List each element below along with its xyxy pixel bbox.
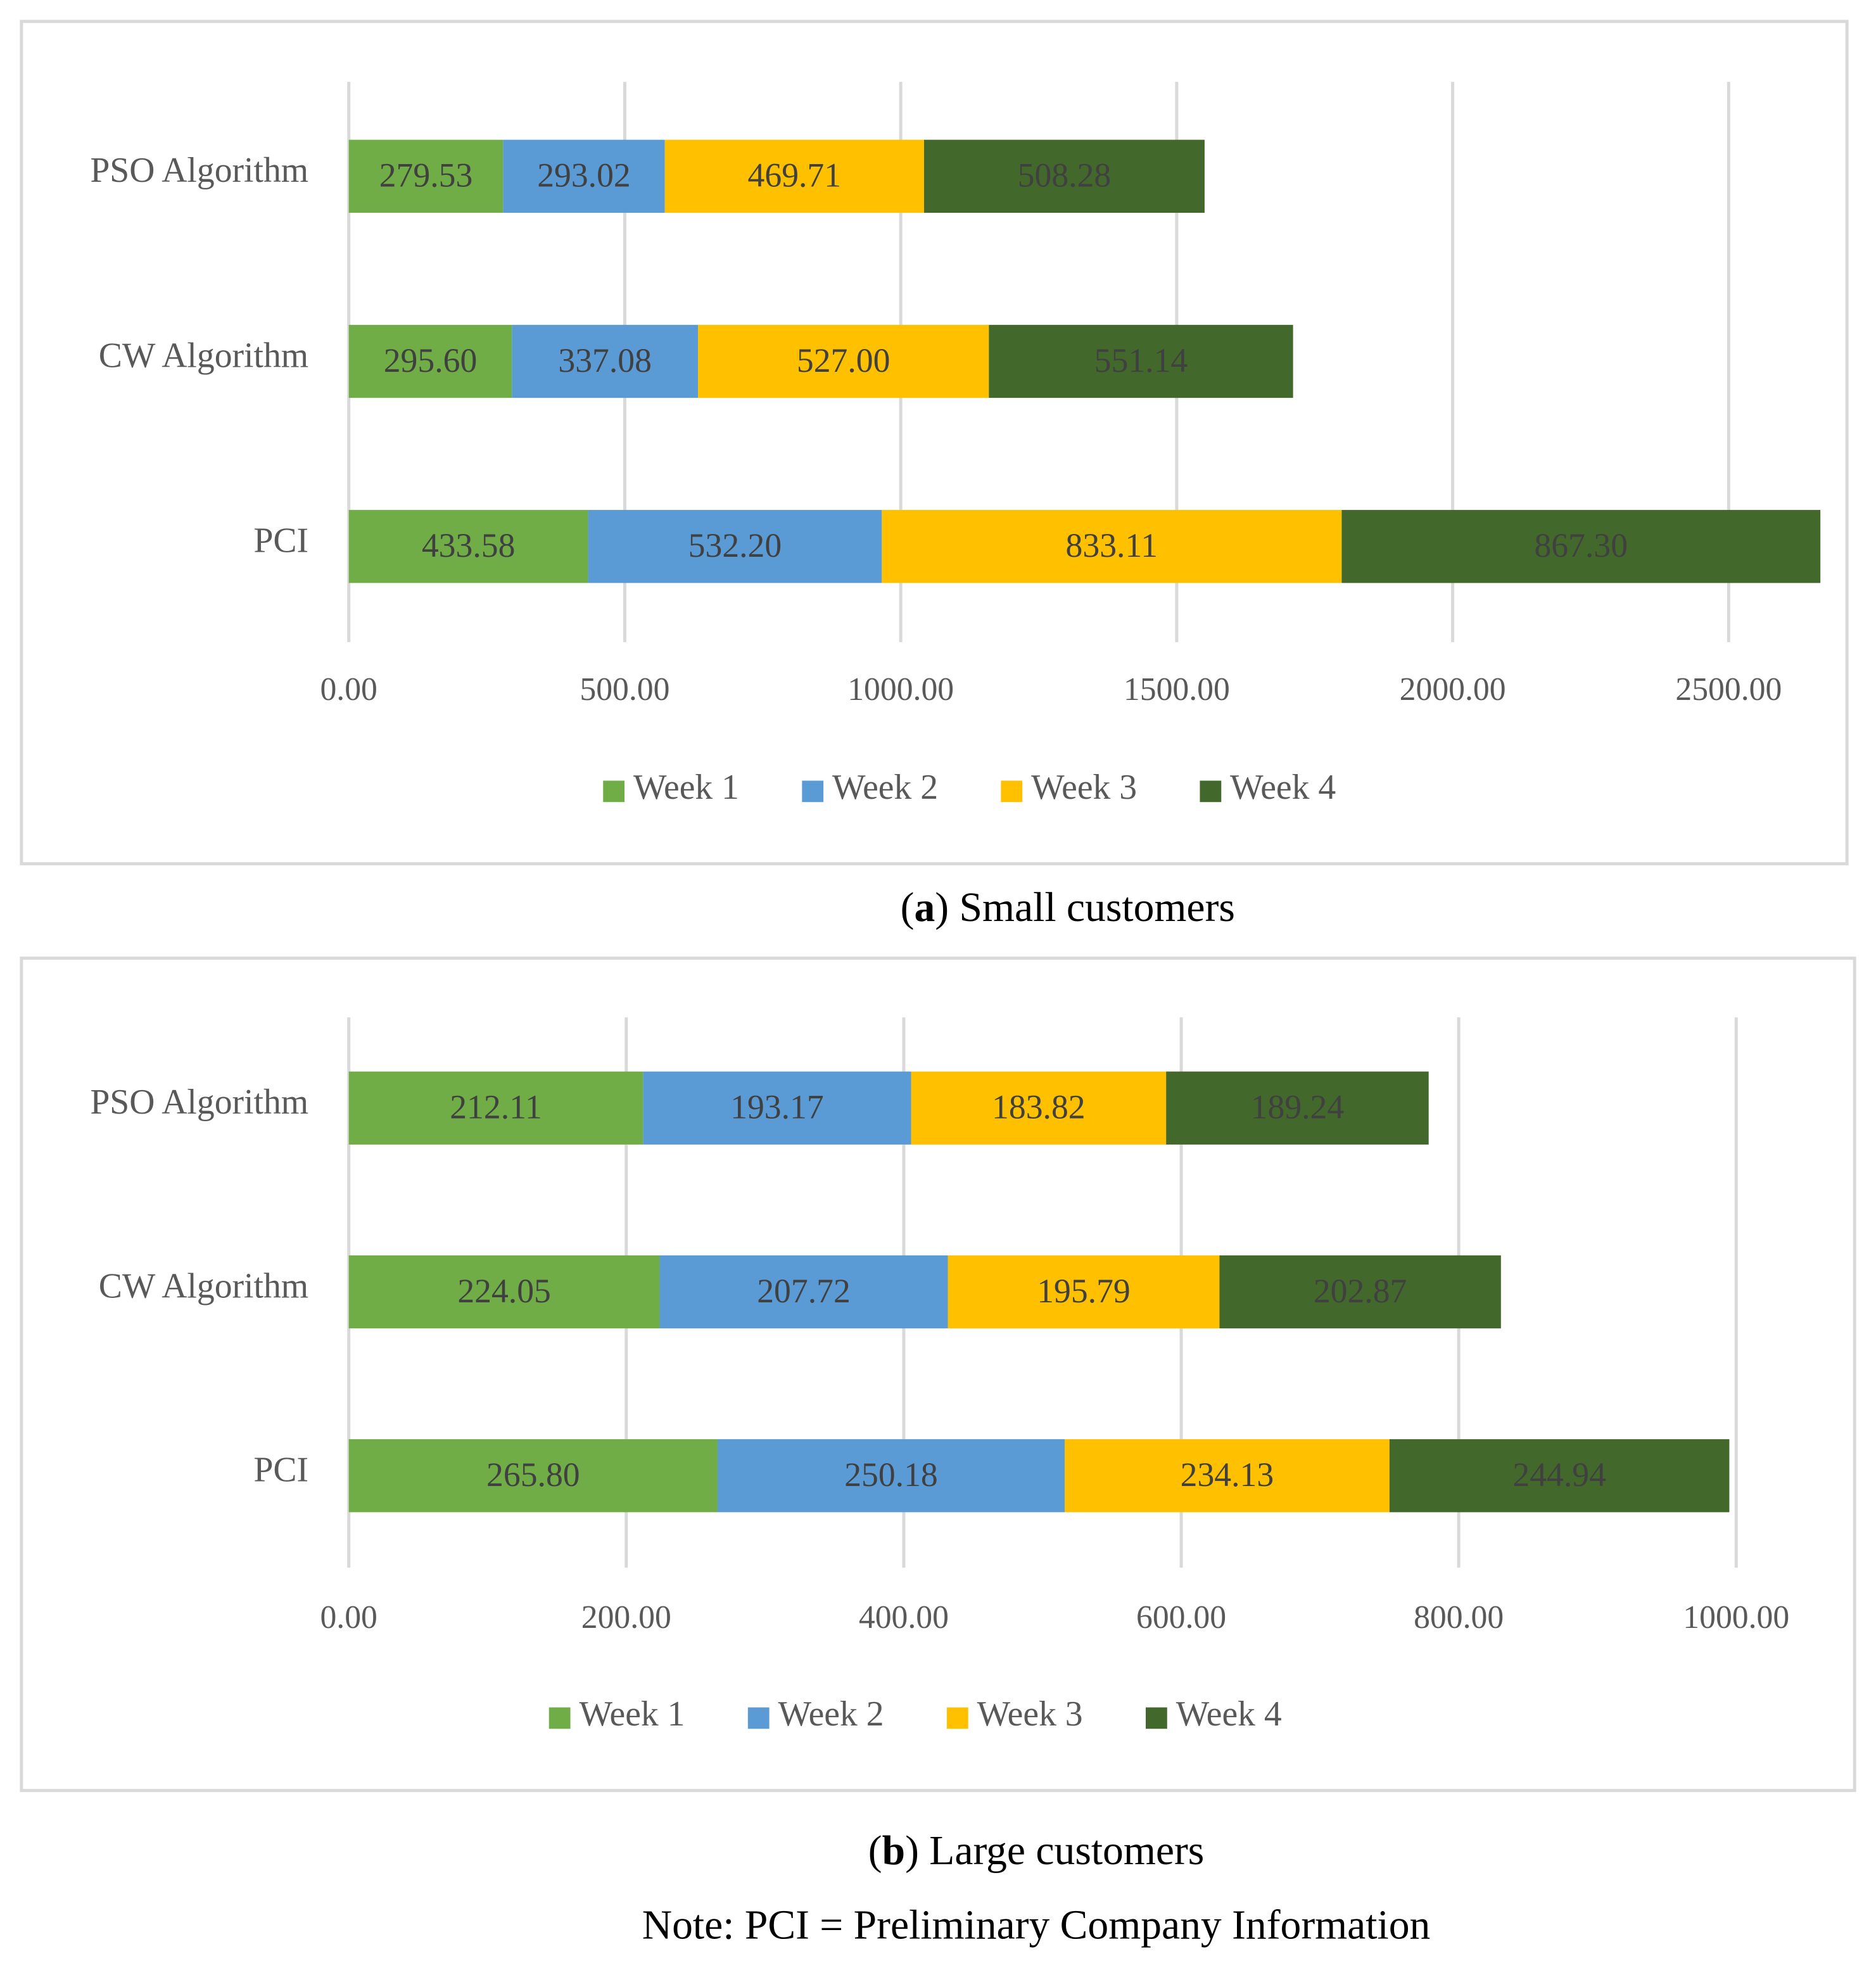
bar-segment: [1219, 1255, 1501, 1329]
caption-part: (: [868, 1828, 882, 1874]
x-tick-label: 1000.00: [847, 671, 954, 708]
caption-part: ) Large customers: [905, 1828, 1204, 1874]
bar-segment: [882, 510, 1342, 583]
y-tick-label: PCI: [253, 521, 308, 561]
bar-label: 265.80: [486, 1456, 580, 1494]
x-tick-label: 400.00: [859, 1599, 949, 1636]
caption: (a) Small customers: [901, 885, 1235, 931]
panel-frame: [20, 20, 1849, 866]
bar-label: 212.11: [450, 1088, 542, 1126]
x-tick-label: 0.00: [320, 1599, 377, 1636]
bar-label: 295.60: [384, 341, 478, 379]
bar-label: 867.30: [1534, 526, 1628, 564]
bar-label: 183.82: [992, 1088, 1086, 1126]
caption: (b) Large customers: [868, 1828, 1205, 1874]
bar-segment: [348, 324, 512, 398]
legend-swatch: [1001, 780, 1023, 803]
x-tick-label: 500.00: [580, 671, 669, 708]
bar-segment: [664, 139, 924, 213]
bar-segment: [717, 1439, 1065, 1513]
bar-label: 250.18: [844, 1456, 938, 1494]
legend-swatch: [548, 1707, 571, 1729]
bar-label: 551.14: [1094, 341, 1188, 379]
x-tick-label: 1500.00: [1124, 671, 1230, 708]
y-tick-label: PSO Algorithm: [90, 1083, 308, 1122]
bar-label: 508.28: [1018, 156, 1112, 194]
bar-segment: [643, 1071, 911, 1145]
bar-label: 195.79: [1037, 1272, 1131, 1310]
bar-label: 202.87: [1314, 1272, 1407, 1310]
legend-swatch: [1145, 1707, 1167, 1729]
bar-segment: [348, 139, 504, 213]
legend-label: Week 3: [1031, 768, 1137, 807]
caption-part: ) Small customers: [935, 885, 1235, 931]
bar-segment: [503, 139, 665, 213]
bar-segment: [659, 1255, 948, 1329]
y-tick-label: CW Algorithm: [99, 336, 308, 375]
bar-label: 189.24: [1251, 1088, 1345, 1126]
bar-label: 207.72: [757, 1272, 851, 1310]
bar-label: 433.58: [422, 526, 516, 564]
bar-segment: [348, 1439, 718, 1513]
x-tick-label: 800.00: [1414, 1599, 1504, 1636]
bar-label: 244.94: [1512, 1456, 1606, 1494]
bar-segment: [989, 324, 1293, 398]
x-tick-label: 600.00: [1136, 1599, 1226, 1636]
legend-label: Week 4: [1230, 768, 1336, 807]
bar-segment: [1389, 1439, 1730, 1513]
bar-segment: [911, 1071, 1167, 1145]
legend-label: Week 3: [977, 1694, 1083, 1734]
bar-segment: [948, 1255, 1220, 1329]
y-tick-label: PSO Algorithm: [90, 151, 308, 190]
legend-label: Week 1: [579, 1694, 685, 1734]
legend-label: Week 4: [1176, 1694, 1282, 1734]
bar-label: 279.53: [379, 156, 473, 194]
bar-segment: [348, 1255, 660, 1329]
caption-part: (: [901, 885, 915, 931]
legend-label: Week 2: [778, 1694, 884, 1734]
bar-segment: [1166, 1071, 1429, 1145]
panel-frame: [20, 956, 1856, 1793]
bar-segment: [1341, 510, 1821, 583]
bar-segment: [348, 1071, 643, 1145]
bar-segment: [588, 510, 882, 583]
legend-label: Week 1: [633, 768, 739, 807]
bar-label: 337.08: [558, 341, 652, 379]
bar-label: 224.05: [457, 1272, 551, 1310]
x-tick-label: 2500.00: [1675, 671, 1782, 708]
legend-swatch: [603, 780, 625, 803]
bar-segment: [1064, 1439, 1390, 1513]
legend-swatch: [1200, 780, 1222, 803]
caption-part: b: [882, 1828, 905, 1874]
legend-swatch: [802, 780, 824, 803]
y-tick-label: CW Algorithm: [99, 1266, 308, 1305]
bar-segment: [923, 139, 1205, 213]
bar-label: 234.13: [1181, 1456, 1274, 1494]
legend-swatch: [946, 1707, 968, 1729]
legend-swatch: [747, 1707, 770, 1729]
bar-segment: [348, 510, 588, 583]
caption-part: a: [914, 885, 935, 931]
y-tick-label: PCI: [253, 1451, 308, 1490]
bar-label: 469.71: [748, 156, 842, 194]
bar-segment: [512, 324, 699, 398]
bar-label: 193.17: [730, 1088, 824, 1126]
legend-label: Week 2: [832, 768, 938, 807]
x-tick-label: 0.00: [320, 671, 377, 708]
note: Note: PCI = Preliminary Company Informat…: [642, 1902, 1431, 1948]
bar-segment: [698, 324, 989, 398]
bar-label: 532.20: [688, 526, 782, 564]
bar-label: 293.02: [537, 156, 631, 194]
bar-label: 527.00: [797, 341, 890, 379]
bar-label: 833.11: [1066, 526, 1158, 564]
x-tick-label: 1000.00: [1683, 1599, 1789, 1636]
x-tick-label: 200.00: [581, 1599, 671, 1636]
x-tick-label: 2000.00: [1400, 671, 1506, 708]
